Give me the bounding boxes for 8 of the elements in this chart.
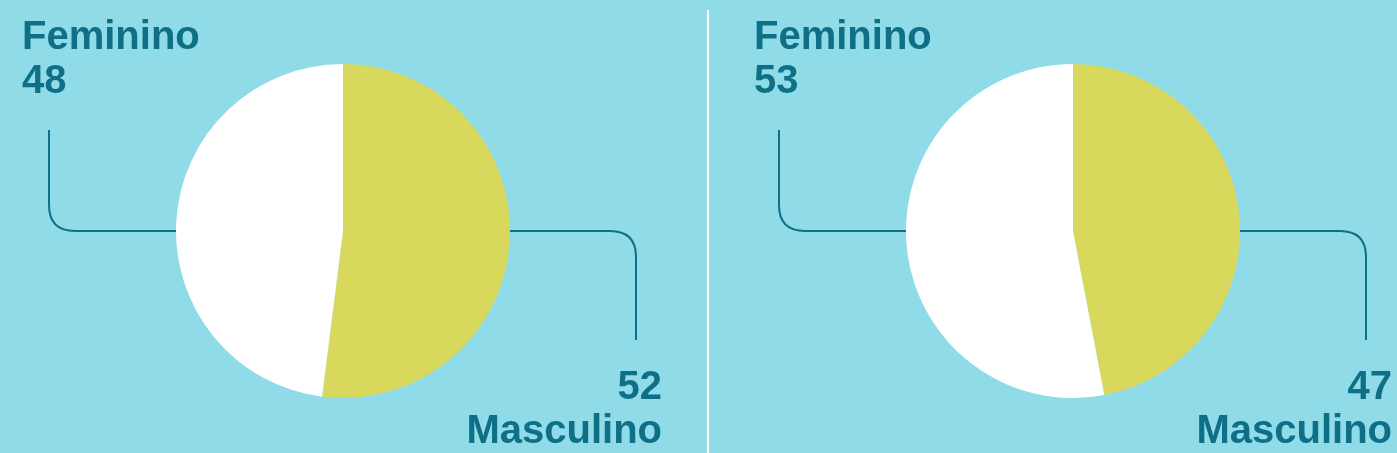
slice-label: Feminino xyxy=(754,12,932,58)
data-label: 53 xyxy=(754,56,799,102)
data-label: 52 xyxy=(617,362,662,408)
slice-label: Masculino xyxy=(1196,406,1392,452)
slice-label: Masculino xyxy=(466,406,662,452)
data-label: 48 xyxy=(22,56,67,102)
slice-label: Feminino xyxy=(22,12,200,58)
data-label: 47 xyxy=(1347,362,1392,408)
